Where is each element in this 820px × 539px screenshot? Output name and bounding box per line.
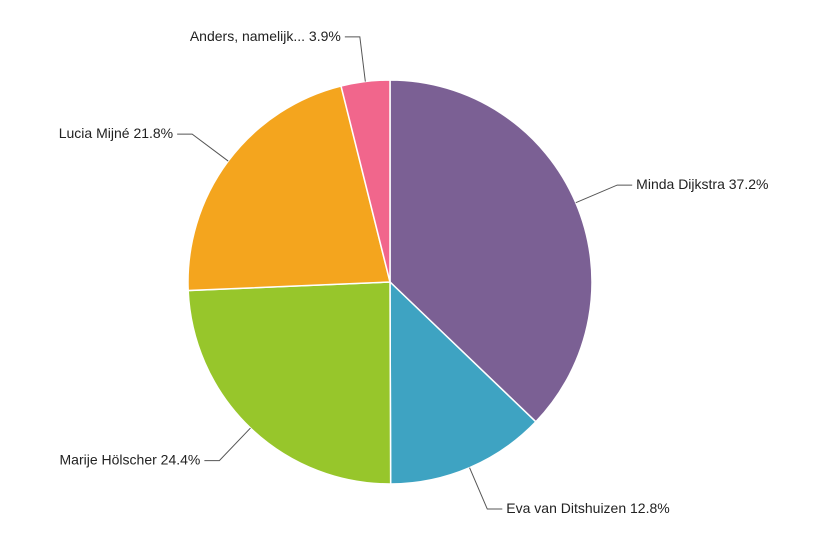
- slice-label: Lucia Mijné 21.8%: [59, 125, 173, 141]
- slice-value: 21.8%: [133, 125, 173, 141]
- slice-value: 12.8%: [630, 500, 670, 516]
- slice-value: 37.2%: [729, 176, 769, 192]
- leader-line: [344, 36, 366, 82]
- slice-label: Minda Dijkstra 37.2%: [636, 176, 768, 192]
- pie-slice: [340, 79, 391, 283]
- leader-line: [469, 467, 503, 510]
- slice-value: 24.4%: [161, 451, 201, 467]
- slice-label: Eva van Ditshuizen 12.8%: [506, 500, 669, 516]
- leader-line: [177, 133, 229, 162]
- slice-name: Minda Dijkstra: [636, 176, 725, 192]
- leader-line: [575, 184, 633, 204]
- slice-name: Anders, namelijk...: [190, 28, 305, 44]
- pie-slice: [389, 79, 593, 423]
- slice-name: Marije Hölscher: [60, 451, 158, 467]
- slice-label: Anders, namelijk... 3.9%: [190, 28, 341, 44]
- pie-slice: [187, 281, 392, 485]
- pie-slice: [389, 280, 537, 485]
- slice-value: 3.9%: [309, 28, 341, 44]
- slice-label: Marije Hölscher 24.4%: [60, 451, 201, 467]
- slice-name: Lucia Mijné: [59, 125, 130, 141]
- slice-name: Eva van Ditshuizen: [506, 500, 626, 516]
- leader-line: [204, 427, 251, 462]
